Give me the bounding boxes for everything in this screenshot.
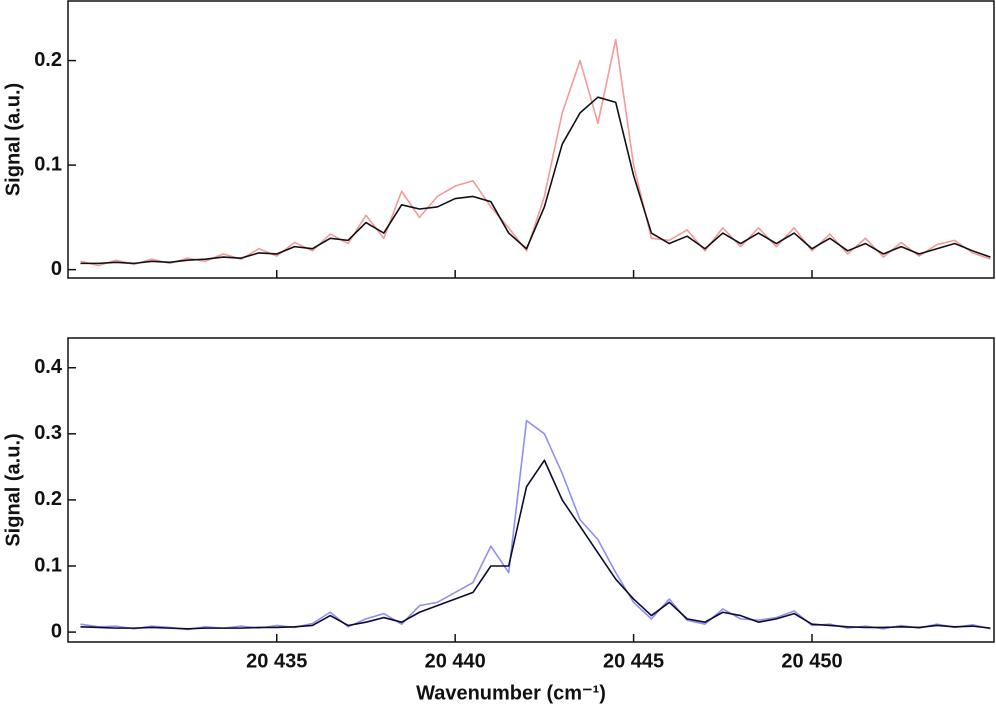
plot-frame: [67, 337, 995, 643]
y-tick-label: 0.2: [34, 488, 62, 510]
x-tick-label: 20 440: [425, 650, 486, 672]
data-line: [80, 96, 991, 265]
y-tick-label: 0.1: [34, 554, 62, 576]
y-axis-label: Signal (a.u.): [2, 433, 24, 546]
data-line: [80, 38, 991, 267]
y-tick-label: 0.3: [34, 422, 62, 444]
y-tick-label: 0: [51, 620, 62, 642]
x-tick-label: 20 450: [781, 650, 842, 672]
y-tick-label: 0.4: [34, 356, 63, 378]
data-line: [80, 419, 991, 631]
y-tick-label: 0: [51, 258, 62, 280]
y-axis-label: Signal (a.u.): [2, 83, 24, 196]
data-line: [80, 459, 991, 630]
x-tick-label: 20 435: [246, 650, 307, 672]
y-tick-label: 0.1: [34, 153, 62, 175]
x-tick-label: 20 445: [603, 650, 664, 672]
x-axis-label: Wavenumber (cm⁻¹): [416, 682, 606, 704]
y-tick-label: 0.2: [34, 49, 62, 71]
plot-frame: [67, 0, 995, 279]
